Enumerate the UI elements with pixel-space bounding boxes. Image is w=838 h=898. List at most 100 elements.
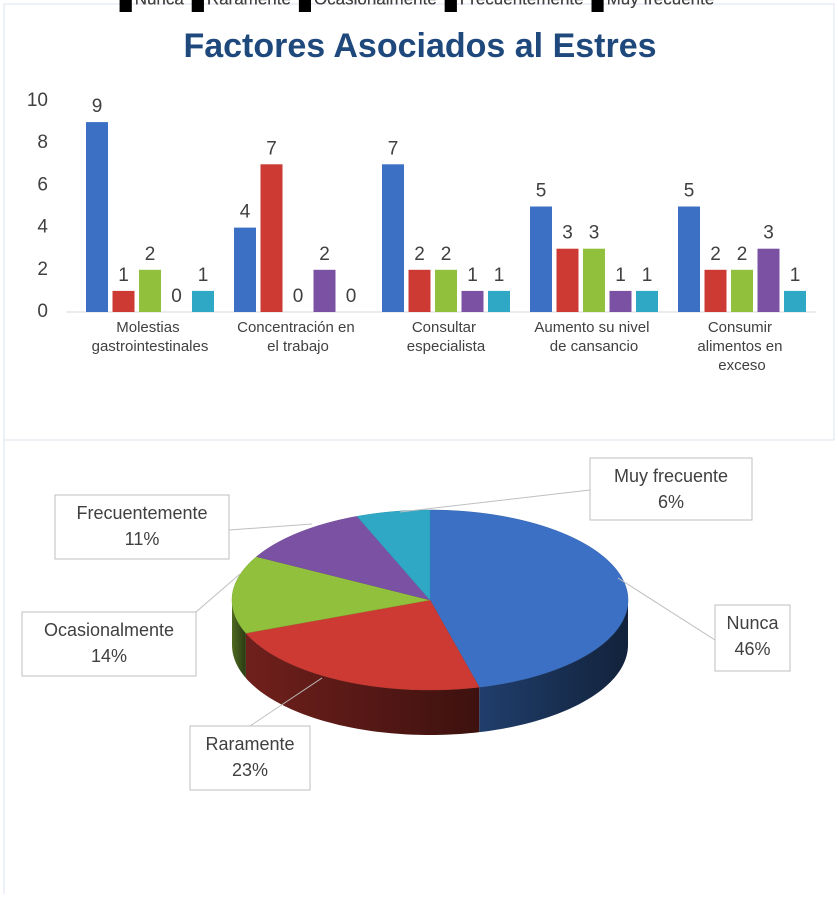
legend-label: Frecuentemente xyxy=(460,0,584,8)
y-tick-label: 0 xyxy=(37,301,48,322)
data-label: 0 xyxy=(346,286,357,307)
data-label: 3 xyxy=(763,223,774,244)
bar xyxy=(488,290,510,312)
data-label: 1 xyxy=(118,265,129,286)
bar xyxy=(636,290,658,312)
data-label: 1 xyxy=(494,265,505,286)
slice-label: Nunca xyxy=(726,613,779,633)
leader-line xyxy=(249,677,323,727)
legend: Nunca Raramente Ocasionalmente Frecuentemen… xyxy=(119,0,715,12)
bar xyxy=(609,290,632,312)
data-label: 3 xyxy=(589,223,600,244)
bar xyxy=(530,206,552,312)
legend-label: Nunca xyxy=(135,0,185,8)
callout-box xyxy=(189,725,311,791)
bar xyxy=(139,269,161,312)
slice-value-label: 14% xyxy=(91,646,127,666)
legend-swatch xyxy=(444,0,457,12)
y-tick-label: 8 xyxy=(37,132,48,153)
slice-label: Muy frecuente xyxy=(614,466,728,486)
leader-line xyxy=(617,577,716,641)
pie-slice xyxy=(429,509,629,688)
data-label: 7 xyxy=(266,138,277,159)
data-label: 1 xyxy=(790,265,801,286)
bar xyxy=(192,290,214,312)
data-label: 7 xyxy=(388,138,399,159)
bar xyxy=(757,248,780,312)
bar xyxy=(112,290,135,312)
x-tick-label: Consultar especialista xyxy=(407,319,486,355)
bar xyxy=(461,290,484,312)
pie-slice-side xyxy=(245,633,480,735)
bar xyxy=(784,290,806,312)
legend-swatch xyxy=(191,0,204,12)
leader-line xyxy=(195,573,241,613)
bar xyxy=(731,269,753,312)
data-label: 2 xyxy=(145,244,156,265)
y-tick-label: 6 xyxy=(37,174,48,195)
callout-box xyxy=(21,611,197,677)
pie-slice-side xyxy=(479,600,628,733)
chart-title: Factores Asociados al Estres xyxy=(183,27,656,65)
data-label: 2 xyxy=(441,244,452,265)
slice-label: Frecuentemente xyxy=(76,503,207,523)
data-label: 3 xyxy=(562,223,573,244)
x-tick-label: Aumento su nivel de cansancio xyxy=(534,319,653,355)
legend-label: Frecuentemente xyxy=(460,0,584,8)
bar xyxy=(583,248,605,312)
legend-label: Muy frecuente xyxy=(607,0,715,8)
legend-label: Muy frecuente xyxy=(607,0,715,8)
x-tick-label: Consumir alimentos en exceso xyxy=(697,319,786,374)
legend-swatch xyxy=(298,0,311,12)
slice-label: Raramente xyxy=(205,734,294,754)
data-label: 1 xyxy=(198,265,209,286)
bar xyxy=(313,269,336,312)
bar xyxy=(408,269,431,312)
slice-value-label: 23% xyxy=(232,760,268,780)
data-label: 4 xyxy=(240,202,251,223)
leader-line xyxy=(228,523,313,531)
bar xyxy=(556,248,579,312)
pie-slice xyxy=(255,516,431,601)
slice-label: Ocasionalmente xyxy=(44,620,174,640)
data-label: 0 xyxy=(293,286,304,307)
y-tick-label: 4 xyxy=(37,217,48,238)
slice-value-label: 11% xyxy=(125,529,160,549)
bar-chart-frame xyxy=(3,3,835,441)
data-label: 2 xyxy=(414,244,425,265)
callout-box xyxy=(54,494,230,560)
data-label: 5 xyxy=(684,181,695,202)
slice-value-label: 6% xyxy=(658,492,684,512)
data-label: 1 xyxy=(467,265,478,286)
bar xyxy=(86,122,108,312)
pie-slice xyxy=(245,599,480,691)
data-label: 5 xyxy=(536,181,547,202)
x-tick-label: Concentración en el trabajo xyxy=(237,319,359,355)
legend-label: Raramente xyxy=(207,0,291,8)
callout-box xyxy=(714,604,791,672)
data-label: 2 xyxy=(737,244,748,265)
bar xyxy=(435,269,457,312)
legend-label: Ocasionalmente xyxy=(314,0,437,8)
slice-value-label: 46% xyxy=(734,639,770,659)
data-label: 1 xyxy=(642,265,653,286)
x-tick-label: Molestias gastrointestinales xyxy=(92,319,209,355)
legend-label: Nunca xyxy=(135,0,185,8)
data-label: 9 xyxy=(92,96,103,117)
bar xyxy=(678,206,700,312)
y-tick-label: 10 xyxy=(27,90,48,111)
callout-box xyxy=(589,457,753,521)
legend-label: Ocasionalmente xyxy=(314,0,437,8)
data-label: 2 xyxy=(319,244,330,265)
legend-label: Raramente xyxy=(207,0,291,8)
leader-line xyxy=(399,489,591,513)
y-tick-label: 2 xyxy=(37,259,48,280)
data-label: 0 xyxy=(171,286,182,307)
legend-swatch xyxy=(591,0,604,12)
legend-swatch xyxy=(119,0,132,12)
bar xyxy=(704,269,727,312)
bar xyxy=(260,164,283,312)
bar xyxy=(382,164,404,312)
data-label: 2 xyxy=(710,244,721,265)
